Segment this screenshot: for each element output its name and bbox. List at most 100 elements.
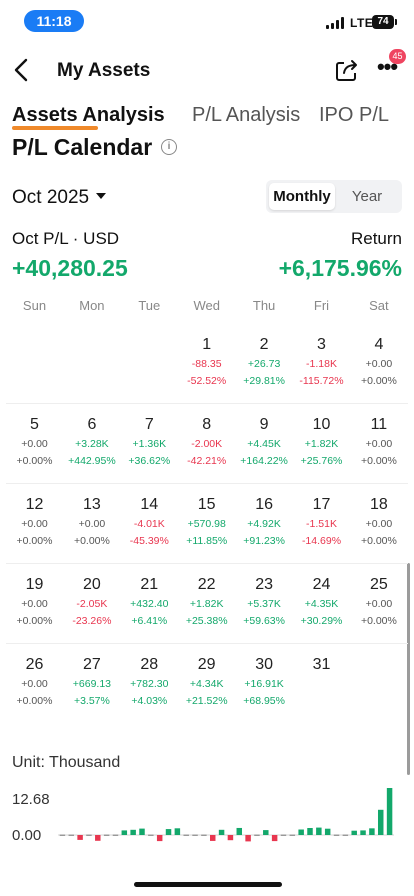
caret-down-icon[interactable] bbox=[96, 193, 106, 199]
day-return: -23.26% bbox=[72, 615, 112, 627]
day-number: 27 bbox=[82, 656, 101, 673]
year-button[interactable]: Year bbox=[351, 188, 383, 205]
calendar-row-divider bbox=[6, 483, 408, 484]
day-pl: +1.82K bbox=[189, 598, 224, 610]
calendar-day-30[interactable]: 30 +16.91K +68.95% bbox=[236, 646, 293, 710]
day-return: +0.00% bbox=[360, 375, 397, 387]
day-pl: +669.13 bbox=[72, 678, 112, 690]
notification-badge: 45 bbox=[389, 49, 406, 64]
daily-pl-bar-chart bbox=[58, 788, 394, 842]
day-pl: +5.37K bbox=[247, 598, 281, 610]
calendar-day-8[interactable]: 8 -2.00K -42.21% bbox=[178, 406, 235, 470]
weekday-thu: Thu bbox=[252, 298, 276, 313]
chart-bar bbox=[77, 835, 83, 840]
calendar-day-19[interactable]: 19 +0.00 +0.00% bbox=[6, 566, 63, 630]
back-icon[interactable] bbox=[10, 56, 34, 84]
calendar-day-10[interactable]: 10 +1.82K +25.76% bbox=[293, 406, 350, 470]
calendar-day-1[interactable]: 1 -88.35 -52.52% bbox=[178, 326, 235, 390]
chart-bar bbox=[209, 835, 216, 841]
calendar-day-14[interactable]: 14 -4.01K -45.39% bbox=[121, 486, 178, 550]
calendar-day-2[interactable]: 2 +26.73 +29.81% bbox=[236, 326, 293, 390]
day-number: 16 bbox=[255, 496, 273, 513]
chart-bar bbox=[236, 827, 243, 835]
day-pl: +0.00 bbox=[21, 678, 48, 690]
calendar-day-11[interactable]: 11 +0.00 +0.00% bbox=[350, 406, 407, 470]
day-return: +11.85% bbox=[186, 535, 228, 547]
day-number: 28 bbox=[140, 656, 159, 673]
day-number: 25 bbox=[369, 576, 388, 593]
day-return: +0.00% bbox=[16, 695, 53, 707]
calendar-day-25[interactable]: 25 +0.00 +0.00% bbox=[350, 566, 407, 630]
calendar-day-12[interactable]: 12 +0.00 +0.00% bbox=[6, 486, 63, 550]
chart-bar bbox=[263, 830, 269, 835]
calendar-day-28[interactable]: 28 +782.30 +4.03% bbox=[121, 646, 178, 710]
chart-bar bbox=[103, 834, 110, 836]
tab-ipo-pl[interactable]: IPO P/L bbox=[319, 104, 390, 126]
day-number: 4 bbox=[374, 336, 384, 353]
section-title: P/L Calendar bbox=[12, 134, 153, 160]
chart-bar bbox=[307, 828, 313, 835]
day-return: +0.00% bbox=[73, 535, 110, 547]
day-number: 19 bbox=[25, 576, 44, 593]
calendar-day-4[interactable]: 4 +0.00 +0.00% bbox=[350, 326, 407, 390]
home-indicator bbox=[134, 882, 282, 887]
chart-ytick-zero: 0.00 bbox=[12, 827, 42, 844]
day-pl: +4.35K bbox=[304, 598, 339, 610]
calendar-day-3[interactable]: 3 -1.18K -115.72% bbox=[293, 326, 350, 390]
scrollbar[interactable] bbox=[407, 563, 410, 775]
calendar-day-5[interactable]: 5 +0.00 +0.00% bbox=[6, 406, 63, 470]
calendar-day-15[interactable]: 15 +570.98 +11.85% bbox=[178, 486, 235, 550]
weekday-wed: Wed bbox=[193, 298, 220, 313]
calendar-day-17[interactable]: 17 -1.51K -14.69% bbox=[293, 486, 350, 550]
info-icon[interactable]: i bbox=[161, 139, 177, 155]
calendar-day-13[interactable]: 13 +0.00 +0.00% bbox=[63, 486, 120, 550]
chart-bar bbox=[245, 835, 251, 842]
day-return: +25.76% bbox=[300, 455, 343, 467]
calendar-day-26[interactable]: 26 +0.00 +0.00% bbox=[6, 646, 63, 710]
day-pl: +0.00 bbox=[365, 598, 393, 610]
day-number: 7 bbox=[144, 416, 154, 433]
day-return: +6.41% bbox=[131, 615, 168, 627]
monthly-button[interactable]: Monthly bbox=[269, 183, 335, 210]
calendar-day-6[interactable]: 6 +3.28K +442.95% bbox=[63, 406, 120, 470]
calendar-day-23[interactable]: 23 +5.37K +59.63% bbox=[236, 566, 293, 630]
calendar-row-divider bbox=[6, 643, 408, 644]
calendar-day-31[interactable]: 31 bbox=[293, 646, 350, 676]
day-return: +0.00% bbox=[360, 535, 397, 547]
calendar-day-16[interactable]: 16 +4.92K +91.23% bbox=[236, 486, 293, 550]
chart-bar bbox=[342, 834, 349, 836]
day-pl: +0.00 bbox=[21, 598, 48, 610]
day-return: +0.00% bbox=[16, 615, 53, 627]
day-return: +4.03% bbox=[131, 695, 168, 707]
day-number: 23 bbox=[255, 576, 273, 593]
day-return: -14.69% bbox=[301, 535, 342, 547]
chart-bar bbox=[289, 834, 296, 836]
view-toggle: Monthly Year bbox=[266, 180, 402, 213]
return-value: +6,175.96% bbox=[278, 255, 402, 281]
calendar-day-27[interactable]: 27 +669.13 +3.57% bbox=[63, 646, 120, 710]
chart-bar bbox=[386, 788, 393, 835]
calendar-day-18[interactable]: 18 +0.00 +0.00% bbox=[350, 486, 407, 550]
active-tab-indicator bbox=[12, 126, 98, 130]
day-return: -52.52% bbox=[187, 375, 227, 387]
calendar-day-7[interactable]: 7 +1.36K +36.62% bbox=[121, 406, 178, 470]
day-number: 10 bbox=[312, 416, 331, 433]
day-number: 21 bbox=[140, 576, 159, 593]
day-number: 1 bbox=[202, 336, 212, 353]
tab-assets-analysis[interactable]: Assets Analysis bbox=[12, 104, 165, 126]
day-pl: -1.18K bbox=[306, 358, 337, 370]
calendar-day-20[interactable]: 20 -2.05K -23.26% bbox=[63, 566, 120, 630]
pl-label: Oct P/L · USD bbox=[12, 229, 120, 248]
calendar-day-21[interactable]: 21 +432.40 +6.41% bbox=[121, 566, 178, 630]
calendar-day-24[interactable]: 24 +4.35K +30.29% bbox=[293, 566, 350, 630]
chart-bar bbox=[68, 834, 75, 836]
tab-pl-analysis[interactable]: P/L Analysis bbox=[192, 104, 301, 126]
month-selector[interactable]: Oct 2025 bbox=[12, 187, 90, 208]
share-icon[interactable] bbox=[334, 57, 360, 83]
day-number: 5 bbox=[30, 416, 39, 433]
day-number: 29 bbox=[197, 656, 216, 673]
day-pl: -2.05K bbox=[76, 598, 108, 610]
calendar-day-22[interactable]: 22 +1.82K +25.38% bbox=[178, 566, 235, 630]
calendar-day-29[interactable]: 29 +4.34K +21.52% bbox=[178, 646, 235, 710]
calendar-day-9[interactable]: 9 +4.45K +164.22% bbox=[236, 406, 293, 470]
